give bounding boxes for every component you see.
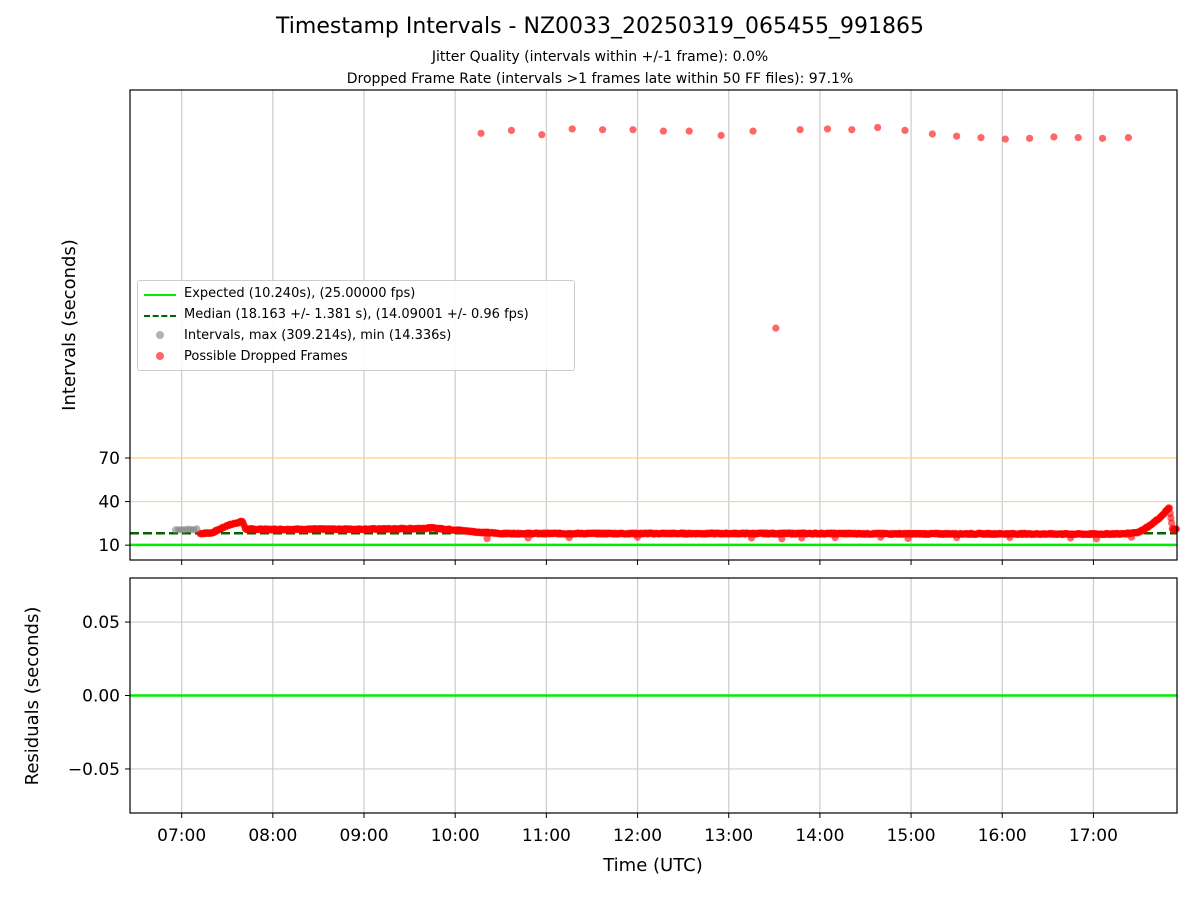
x-axis-ticks: 07:00 08:00 09:00 10:00 11:00 12:00 13:00 14:00… (157, 560, 1118, 846)
dropped-frame-point (877, 533, 885, 541)
legend-label-median: Median (18.163 +/- 1.381 s), (14.09001 +… (184, 307, 529, 322)
dropped-frame-point (633, 533, 642, 541)
dropped-frame-point (953, 132, 961, 140)
x-axis-label: Time (UTC) (602, 855, 703, 876)
dropped-frame-point (904, 534, 912, 543)
dropped-frame-point (1098, 134, 1107, 142)
x-tick-label: 17:00 (1069, 826, 1118, 846)
dropped-frame-point (1006, 533, 1014, 542)
legend-marker-dropped (156, 352, 164, 360)
dropped-frame-point (798, 534, 806, 542)
dropped-frame-point (778, 535, 786, 543)
x-tick-label: 13:00 (704, 826, 753, 846)
x-tick-label: 07:00 (157, 826, 206, 846)
dropped-frame-point (1127, 533, 1136, 541)
top-panel-y-ticks: 10 40 70 (98, 449, 130, 556)
x-tick-label: 09:00 (340, 826, 389, 846)
legend-item-median: Median (18.163 +/- 1.381 s), (14.09001 +… (138, 305, 574, 325)
x-tick-label: 08:00 (248, 826, 297, 846)
dropped-frame-point (1124, 134, 1132, 142)
legend-marker-intervals (156, 331, 164, 339)
legend-label-intervals: Intervals, max (309.214s), min (14.336s) (184, 328, 452, 343)
x-tick-label: 10:00 (431, 826, 480, 846)
dropped-frame-point (874, 123, 882, 132)
dropped-frame-point (1025, 134, 1034, 142)
chart-title: Timestamp Intervals - NZ0033_20250319_06… (276, 14, 924, 39)
bottom-y-tick-label: 0.05 (82, 613, 120, 633)
dropped-frame-point (717, 131, 725, 140)
dropped-frame-point (659, 127, 667, 135)
chart-subtitle-jitter: Jitter Quality (intervals within +/-1 fr… (431, 49, 769, 65)
dropped-frame-point (565, 534, 573, 542)
dropped-frame-point (1172, 525, 1180, 533)
dropped-frame-point (747, 534, 756, 542)
dropped-frame-point (1168, 519, 1176, 527)
legend-swatch-expected (144, 294, 176, 296)
legend-item-intervals: Intervals, max (309.214s), min (14.336s) (138, 326, 574, 346)
dropped-frame-point (749, 127, 757, 135)
dropped-frame-point (1050, 133, 1058, 141)
legend-swatch-median (144, 315, 176, 317)
x-tick-label: 11:00 (522, 826, 571, 846)
top-panel-points (171, 123, 1180, 543)
interval-point (193, 525, 201, 533)
dropped-frame-point (477, 129, 485, 137)
dropped-frame-point (977, 134, 985, 142)
dropped-frame-point (848, 126, 856, 134)
top-y-axis-label: Intervals (seconds) (59, 239, 80, 411)
legend: Expected (10.240s), (25.00000 fps) Media… (137, 280, 575, 371)
top-y-tick-label: 10 (98, 536, 120, 556)
dropped-frame-point (568, 125, 576, 133)
bottom-panel-y-ticks: 0.05 0.00 −0.05 (68, 613, 130, 780)
dropped-frame-point (483, 535, 491, 543)
dropped-frame-point (1067, 534, 1075, 542)
x-tick-label: 12:00 (613, 826, 662, 846)
top-y-tick-label: 70 (98, 449, 120, 469)
bottom-y-axis-label: Residuals (seconds) (22, 607, 43, 786)
legend-item-expected: Expected (10.240s), (25.00000 fps) (138, 284, 574, 304)
bottom-y-tick-label: −0.05 (68, 760, 120, 780)
legend-label-dropped: Possible Dropped Frames (184, 349, 348, 364)
x-tick-label: 15:00 (887, 826, 936, 846)
dropped-frame-point (1074, 134, 1082, 142)
top-panel-frame (129, 89, 1178, 561)
dropped-frame-point (685, 127, 693, 135)
dropped-frame-point (772, 324, 780, 332)
chart-subtitle-dropped: Dropped Frame Rate (intervals >1 frames … (346, 71, 854, 87)
dropped-frame-point (538, 131, 546, 139)
dropped-frame-point (901, 126, 909, 135)
dropped-frame-point (831, 534, 839, 542)
bottom-y-tick-label: 0.00 (82, 687, 120, 707)
dropped-frame-point (629, 126, 637, 134)
dropped-frame-point (796, 126, 804, 134)
dropped-frame-point (953, 534, 961, 542)
dropped-frame-point (823, 125, 832, 133)
dropped-frame-point (598, 126, 607, 134)
top-y-tick-label: 40 (98, 493, 120, 513)
x-tick-label: 16:00 (978, 826, 1027, 846)
legend-label-expected: Expected (10.240s), (25.00000 fps) (184, 286, 416, 301)
legend-item-dropped: Possible Dropped Frames (138, 347, 574, 367)
dropped-frame-point (1092, 535, 1101, 543)
dropped-frame-point (928, 130, 936, 138)
dropped-frame-point (507, 126, 516, 135)
dropped-frame-point (524, 534, 532, 542)
dropped-frame-point (1001, 135, 1009, 143)
x-tick-label: 14:00 (795, 826, 844, 846)
